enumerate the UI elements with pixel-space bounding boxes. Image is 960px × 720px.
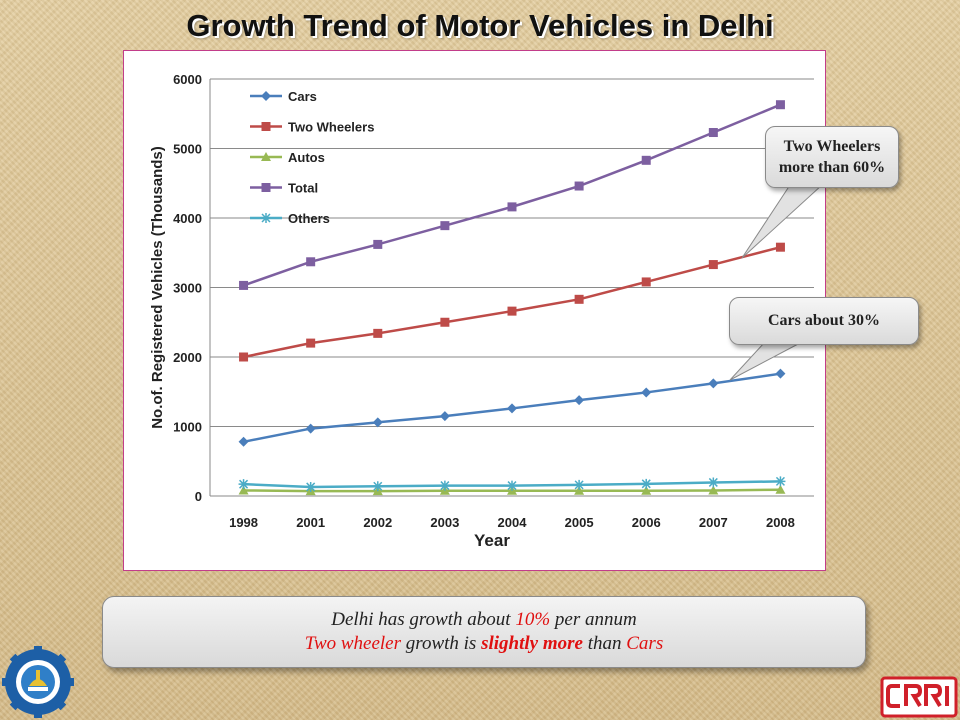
data-point-total [775,100,785,110]
data-point-autos [238,485,249,495]
data-point-cars [507,403,517,414]
data-point-total [306,257,316,267]
x-tick-label: 2008 [766,515,795,530]
y-tick-label: 1000 [173,420,202,435]
data-point-autos [574,485,585,495]
data-point-autos [641,485,652,495]
x-tick-label: 1998 [229,515,258,530]
data-point-cars [641,387,652,398]
summary-text: than [582,633,627,654]
data-point-cars [372,417,383,428]
data-point-two-wheelers [708,260,718,270]
two-wheelers-callout: Two Wheelers more than 60% [765,126,899,188]
summary-line-2: Two wheeler growth is slightly more than… [103,632,865,656]
two-wheelers-callout-line1: Two Wheelers [783,138,881,155]
data-point-others [574,479,585,490]
x-tick-label: 2007 [699,515,728,530]
data-point-total [708,128,718,138]
y-tick-label: 6000 [173,72,202,87]
data-point-others [708,477,719,488]
data-point-cars [708,378,719,389]
data-point-total [574,181,584,191]
x-axis-label: Year [474,531,510,550]
data-point-two-wheelers [373,328,383,338]
x-tick-label: 2004 [498,515,528,530]
summary-text: per annum [550,609,637,630]
data-point-others [439,480,450,491]
two-wheeler-highlight: Two wheeler [304,633,402,654]
data-point-two-wheelers [507,306,517,316]
x-tick-label: 2005 [565,515,594,530]
data-point-others [641,478,652,489]
data-point-total [641,155,651,165]
legend-marker-others [261,213,271,223]
x-tick-label: 2001 [296,515,325,530]
line-chart: 0 1000 2000 3000 4000 5000 6000 1998 2001 2002 200… [123,50,826,571]
data-point-total [373,239,383,249]
x-tick-label: 2006 [632,515,661,530]
data-point-two-wheelers [239,352,249,362]
slide-title: Growth Trend of Motor Vehicles in Delhi [186,8,774,43]
x-tick-label: 2003 [430,515,459,530]
legend-marker-autos [261,152,271,161]
summary-line-1: Delhi has growth about 10% per annum [103,608,865,632]
legend-marker-total [261,183,271,192]
crri-logo-icon [880,676,958,718]
data-point-cars [439,411,450,422]
data-point-autos [775,484,786,494]
legend-label-cars: Cars [288,89,317,104]
data-point-others [238,479,249,490]
cars-highlight: Cars [626,633,664,654]
cars-callout: Cars about 30% [729,297,919,345]
data-point-two-wheelers [440,317,450,327]
data-point-total [440,221,450,231]
growth-rate-highlight: 10% [515,609,551,630]
summary-text: growth is [401,633,482,654]
data-point-total [239,280,249,290]
chart-svg: 0 1000 2000 3000 4000 5000 6000 1998 2001 2002 200… [149,72,814,550]
data-point-two-wheelers [306,338,316,348]
data-point-two-wheelers [641,277,651,287]
legend-label-two-wheelers: Two Wheelers [288,120,374,135]
y-tick-label: 4000 [173,211,202,226]
y-tick-label: 0 [195,489,202,504]
x-tick-label: 2002 [363,515,392,530]
csir-gear-logo-icon [2,646,74,718]
legend-marker-cars [261,91,271,101]
data-point-others [775,476,786,487]
two-wheelers-callout-line2: more than 60% [778,159,886,176]
data-point-others [507,480,517,491]
slightly-more-highlight: slightly more [481,633,583,654]
data-point-cars [305,423,316,434]
legend-label-autos: Autos [288,150,325,165]
series-line-two-wheelers [243,245,781,359]
y-tick-label: 3000 [173,281,202,296]
summary-text: Delhi has growth about [331,609,516,630]
data-point-others [372,481,383,492]
data-point-two-wheelers [574,294,584,304]
data-point-cars [775,368,786,379]
summary-box: Delhi has growth about 10% per annum Two… [102,596,866,668]
data-point-autos [708,485,719,495]
y-axis-label: No.of. Registered Vehicles (Thousands) [149,146,166,429]
data-point-two-wheelers [775,242,785,252]
legend-marker-two-wheelers [261,122,271,131]
y-tick-label: 5000 [173,142,202,157]
data-point-cars [238,436,249,447]
data-point-others [305,481,316,492]
legend-label-total: Total [288,181,318,196]
data-point-cars [574,395,585,406]
y-tick-label: 2000 [173,350,202,365]
legend-label-others: Others [288,211,330,226]
data-point-total [507,202,517,212]
